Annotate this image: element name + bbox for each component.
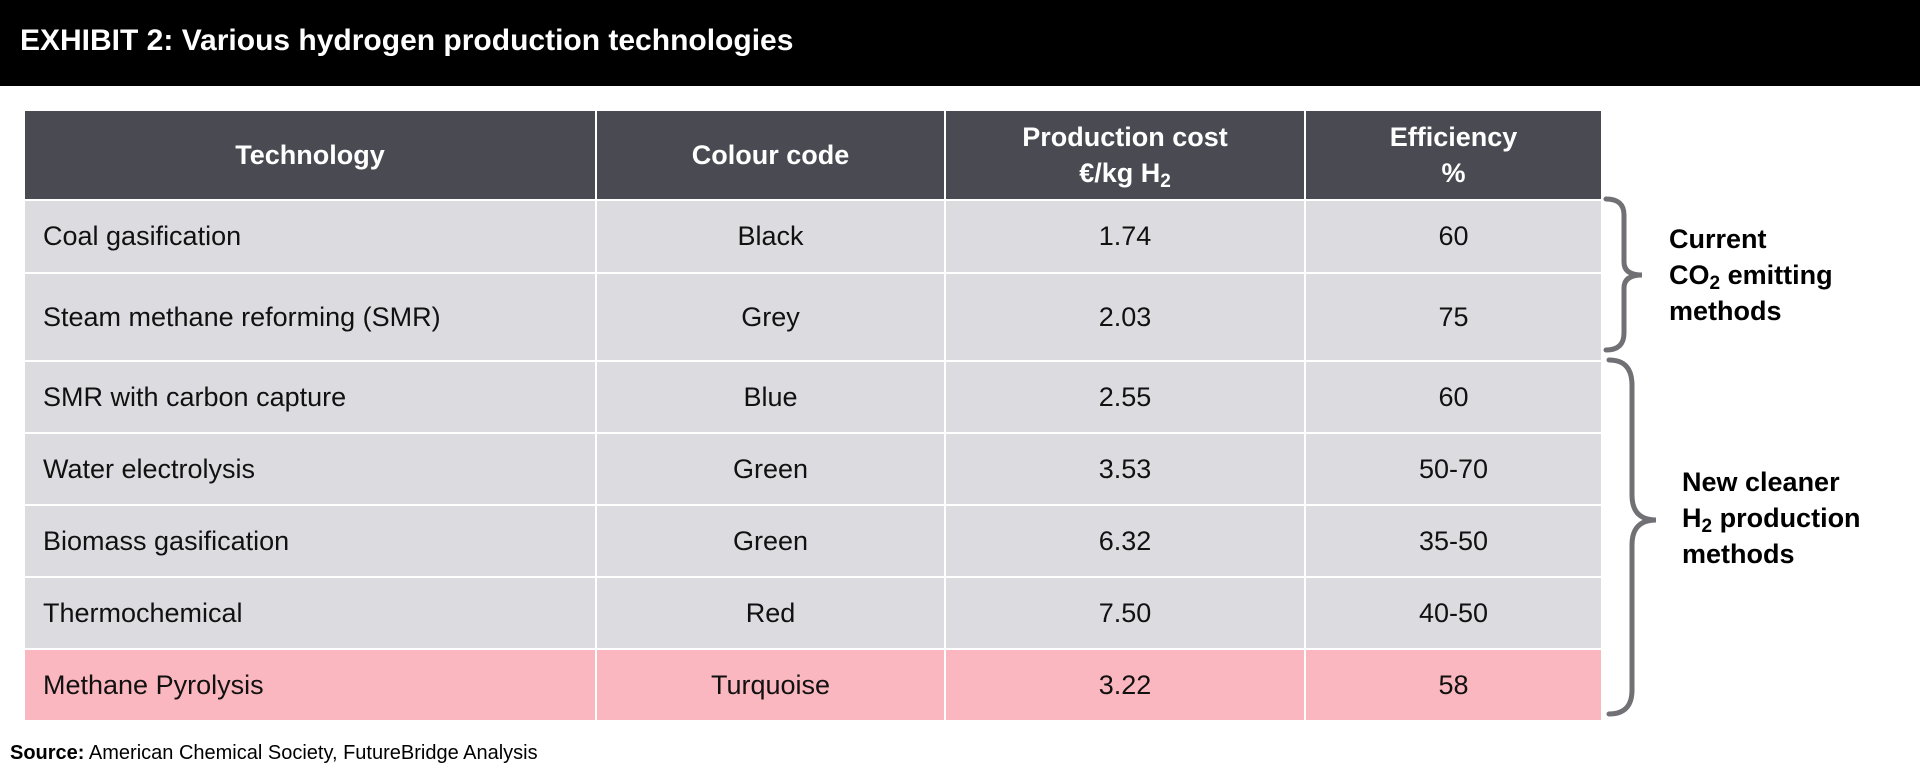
cell-technology: Water electrolysis <box>23 432 597 506</box>
header-efficiency: Efficiency % <box>1304 109 1603 201</box>
cleaner-production: production <box>1712 503 1861 533</box>
header-cost-line1: Production cost <box>1022 122 1228 152</box>
label-cleaner-methods: New cleaner H2 production methods <box>1682 464 1861 572</box>
brace-cleaner-methods <box>1606 357 1657 717</box>
cell-colour: Green <box>595 504 946 578</box>
cell-technology: Methane Pyrolysis <box>23 648 597 722</box>
title-bar: EXHIBIT 2: Various hydrogen production t… <box>0 0 1920 86</box>
source-note: Source: American Chemical Society, Futur… <box>10 742 538 765</box>
current-co-subscript: 2 <box>1709 273 1721 294</box>
cell-efficiency: 60 <box>1304 199 1603 274</box>
cell-colour: Green <box>595 432 946 506</box>
cleaner-line1: New cleaner <box>1682 467 1840 497</box>
page-title: EXHIBIT 2: Various hydrogen production t… <box>20 24 794 57</box>
table-row: Steam methane reforming (SMR) Grey 2.03 … <box>23 272 1603 362</box>
cell-cost: 6.32 <box>944 504 1306 578</box>
header-eff-line1: Efficiency <box>1389 122 1518 152</box>
cell-colour: Turquoise <box>595 648 946 722</box>
cell-cost: 3.22 <box>944 648 1306 722</box>
cell-efficiency: 60 <box>1304 360 1603 434</box>
cell-technology: Steam methane reforming (SMR) <box>23 272 597 362</box>
technology-table: Technology Colour code Production cost €… <box>23 109 1603 722</box>
header-cost-subscript: 2 <box>1160 171 1171 192</box>
table-row: SMR with carbon capture Blue 2.55 60 <box>23 360 1603 434</box>
cell-colour: Red <box>595 576 946 650</box>
cell-cost: 3.53 <box>944 432 1306 506</box>
brace-current-methods <box>1603 196 1643 353</box>
cell-colour: Blue <box>595 360 946 434</box>
cell-cost: 1.74 <box>944 199 1306 274</box>
cell-technology: Coal gasification <box>23 199 597 274</box>
cell-colour: Black <box>595 199 946 274</box>
cell-technology: Biomass gasification <box>23 504 597 578</box>
header-eff-line2: % <box>1441 158 1466 188</box>
cleaner-h-subscript: 2 <box>1701 516 1713 537</box>
cell-efficiency: 40-50 <box>1304 576 1603 650</box>
table-row: Coal gasification Black 1.74 60 <box>23 199 1603 274</box>
header-colour-code: Colour code <box>595 109 946 201</box>
cell-colour: Grey <box>595 272 946 362</box>
current-co: CO <box>1669 260 1710 290</box>
current-line1: Current <box>1669 224 1767 254</box>
cell-technology: Thermochemical <box>23 576 597 650</box>
current-line3: methods <box>1669 296 1782 326</box>
header-technology: Technology <box>23 109 597 201</box>
header-production-cost: Production cost €/kg H2 <box>944 109 1306 201</box>
source-label: Source: <box>10 742 85 764</box>
cell-cost: 7.50 <box>944 576 1306 650</box>
cell-cost: 2.03 <box>944 272 1306 362</box>
source-text: American Chemical Society, FutureBridge … <box>84 742 538 764</box>
cleaner-h: H <box>1682 503 1702 533</box>
header-cost-line2: €/kg H <box>1079 158 1161 188</box>
table-header-row: Technology Colour code Production cost €… <box>23 109 1603 201</box>
label-current-methods: Current CO2 emitting methods <box>1669 221 1833 329</box>
cell-efficiency: 75 <box>1304 272 1603 362</box>
current-emitting: emitting <box>1720 260 1833 290</box>
table-row: Water electrolysis Green 3.53 50-70 <box>23 432 1603 506</box>
cell-technology: SMR with carbon capture <box>23 360 597 434</box>
cell-efficiency: 50-70 <box>1304 432 1603 506</box>
table-row: Biomass gasification Green 6.32 35-50 <box>23 504 1603 578</box>
cell-efficiency: 58 <box>1304 648 1603 722</box>
cell-efficiency: 35-50 <box>1304 504 1603 578</box>
cleaner-line3: methods <box>1682 539 1795 569</box>
table-row: Thermochemical Red 7.50 40-50 <box>23 576 1603 650</box>
table-row-highlighted: Methane Pyrolysis Turquoise 3.22 58 <box>23 648 1603 722</box>
cell-cost: 2.55 <box>944 360 1306 434</box>
